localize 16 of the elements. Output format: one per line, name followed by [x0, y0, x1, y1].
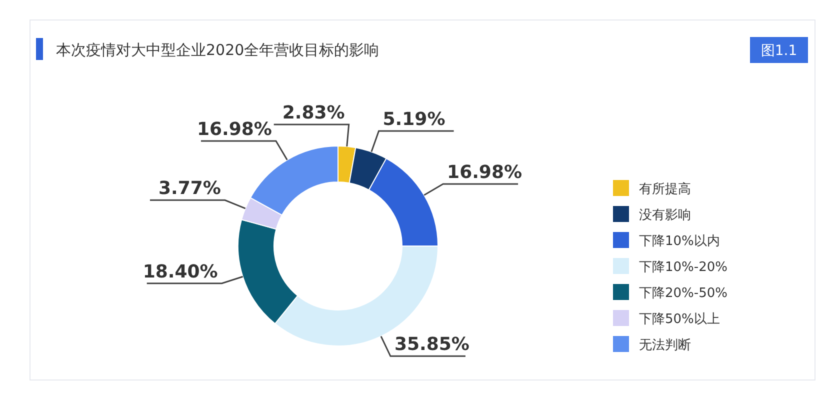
legend-label: 无法判断 — [639, 338, 691, 353]
legend-label: 下降10%以内 — [639, 234, 720, 249]
data-label: 16.98% — [447, 162, 522, 183]
legend-label: 有所提高 — [639, 181, 691, 197]
data-label: 5.19% — [382, 109, 446, 130]
caption: 图1.1 — [760, 43, 798, 59]
legend-label: 下降50%以上 — [639, 312, 720, 327]
data-label: 2.83% — [282, 102, 345, 124]
chart-title: 本次疫情对大中型企业2020全年营收目标的影响 — [56, 41, 380, 59]
data-label: 16.98% — [196, 118, 272, 140]
data-label: 3.77% — [158, 178, 221, 200]
legend-label: 下降20%-50% — [639, 286, 728, 301]
data-label: 18.40% — [142, 261, 218, 282]
data-label: 35.85% — [394, 334, 470, 356]
legend-label: 下降10%-20% — [639, 260, 728, 275]
legend-label: 没有影响 — [639, 208, 691, 223]
